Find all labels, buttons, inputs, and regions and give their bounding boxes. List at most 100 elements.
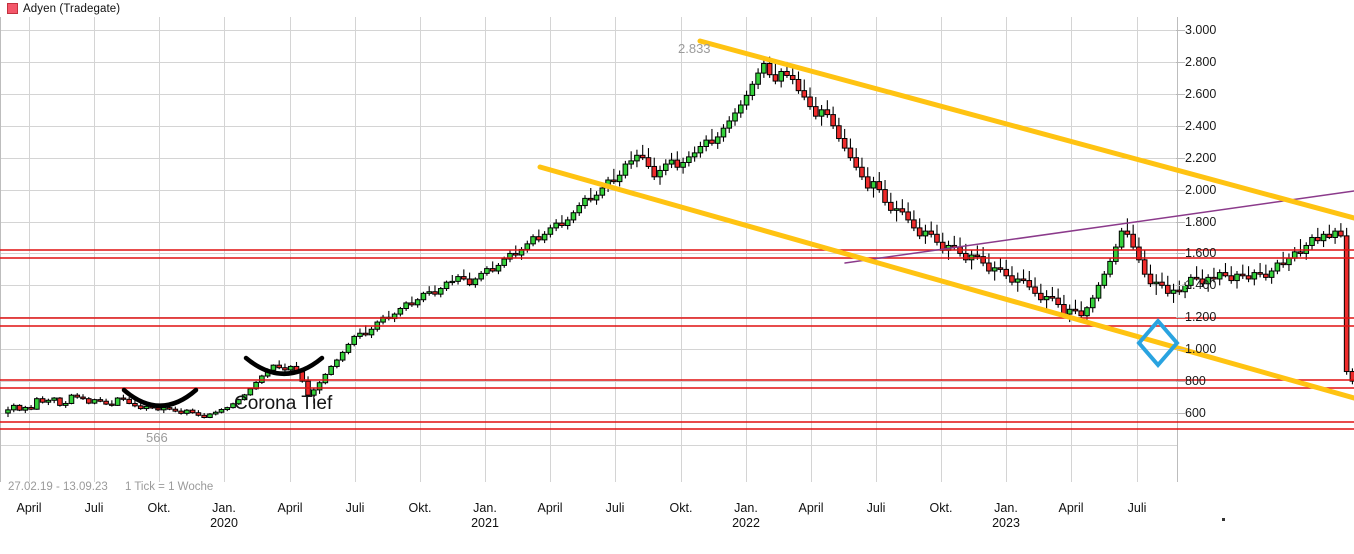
corona-low-arc [243,355,325,376]
y-axis-tick-label: 2.600 [1176,87,1216,101]
candlestick [97,397,104,403]
candlestick [1124,218,1131,238]
candlestick [484,266,490,276]
candlestick [536,229,542,243]
candlestick [443,280,450,291]
candlestick [16,404,23,412]
candlestick [553,219,559,232]
diamond-marker[interactable] [1136,317,1180,369]
candlestick [916,218,923,240]
y-axis-tick-mark [1176,30,1185,31]
candlestick [674,151,681,171]
candlestick [207,413,213,419]
candlestick [1009,266,1015,286]
y-axis-tick-mark [1176,221,1185,223]
candlestick [1072,299,1079,315]
y-axis-tick-mark [1176,125,1185,127]
candlestick [651,157,658,181]
candlestick [489,261,496,273]
candlestick [928,221,935,238]
candlestick [357,328,363,339]
y-axis-tick-mark [1176,61,1185,63]
y-axis-tick-mark [1176,93,1185,95]
grid-line-horizontal [0,93,1178,95]
candlestick [991,261,998,281]
descending-channel-lower [537,164,1354,401]
x-axis[interactable]: 27.02.19 - 13.09.23 1 Tick = 1 Woche Apr… [0,481,1354,554]
candlestick [276,360,282,370]
candlestick [1043,290,1050,310]
candlestick [1176,280,1183,295]
candlestick [824,100,831,118]
candlestick [593,191,600,205]
x-axis-tick-label: Jan. 2021 [471,501,499,530]
chart-legend: Adyen (Tradegate) [0,0,120,17]
candlestick [461,269,467,281]
candlestick [737,100,744,118]
candlestick [1113,243,1119,265]
y-axis-tick-mark [1176,285,1185,287]
y-axis-tick-mark [1176,253,1185,255]
y-axis-tick-label: 2.200 [1176,151,1216,165]
y-axis[interactable]: 3.000 2.800 2.600 2.400 2.200 2.000 1.800 1.600… [1176,17,1354,482]
candlestick [311,387,317,404]
candlestick [582,195,588,209]
y-axis-tick-mark [1176,413,1185,415]
candlestick [195,410,202,417]
candlestick [1338,223,1344,238]
candlestick [5,406,11,418]
x-axis-year-label: 2023 [992,516,1020,530]
grid-line-horizontal [0,125,1178,127]
period-high-label: 2.833 [678,41,711,56]
candlestick [657,165,663,185]
candlestick [403,301,409,311]
y-axis-tick-label: 800 [1176,374,1206,388]
plot-area[interactable]: 2.833 566 Corona Tief [0,17,1354,482]
candlestick [455,274,461,285]
candlestick [1049,286,1056,302]
candlestick [1205,274,1211,292]
x-axis-tick-label: April [277,501,303,515]
candlestick [668,152,675,169]
candlestick [472,277,479,288]
candlestick [10,403,17,413]
candlestick [639,144,646,161]
candlestick [1263,264,1269,281]
candlestick [143,405,150,411]
candlestick [893,200,900,222]
candlestick [905,202,911,224]
x-axis-tick-label: Okt. [408,501,432,515]
candlestick [91,398,98,405]
tick-interval-label: 1 Tick = 1 Woche [124,481,214,493]
candlestick [564,216,571,230]
candlestick [1326,224,1333,240]
candlestick [882,180,888,206]
descending-channel-upper [697,38,1354,221]
candlestick [1222,263,1229,278]
x-axis-tick-label: April [537,501,563,515]
candlestick [282,363,288,372]
candlestick [1159,272,1165,289]
candlestick [1349,368,1354,385]
candlestick [1147,264,1154,287]
candlestick [1193,266,1200,281]
candlestick [755,68,761,90]
candlestick [201,413,207,419]
candlestick [778,68,784,88]
rising-support-trendline [844,190,1354,264]
candlestick [57,397,63,407]
candlestick [414,298,421,308]
candlestick [1003,259,1010,279]
candlestick [230,402,236,409]
candlestick [241,393,248,401]
candlestick [339,350,346,362]
candlestick [686,151,692,167]
candlestick [859,157,865,181]
candlestick [1118,227,1125,251]
candlestick [680,157,686,174]
grid-line-horizontal [0,157,1178,159]
candlestick [1170,283,1177,303]
candlestick [1228,266,1235,284]
grid-line-horizontal [0,349,1178,351]
